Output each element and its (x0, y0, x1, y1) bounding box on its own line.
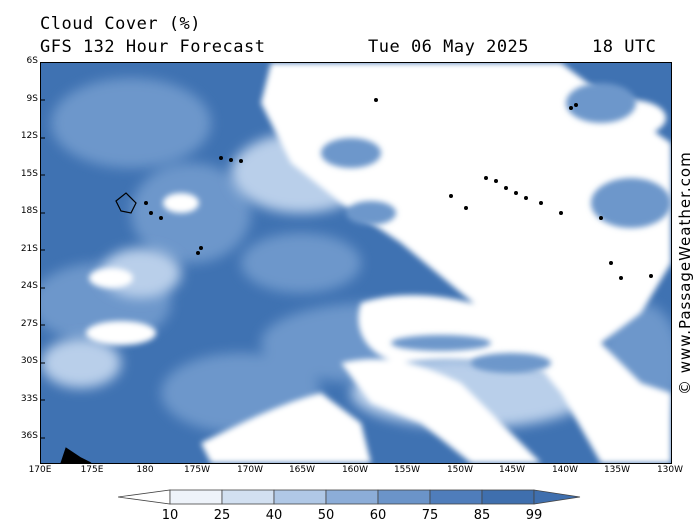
forecast-subtitle: GFS 132 Hour Forecast (40, 37, 266, 57)
legend-swatch (273, 489, 327, 505)
legend-arrow-low (118, 489, 171, 505)
legend-label: 60 (369, 508, 387, 523)
cloud-cover-map[interactable] (40, 62, 672, 464)
legend-colorbar (118, 489, 581, 505)
lat-label: 15S (20, 169, 38, 179)
legend-label: 99 (525, 508, 543, 523)
lat-label: 24S (20, 281, 38, 291)
legend-label: 10 (161, 508, 179, 523)
graticule (41, 99, 45, 439)
lon-label: 155W (393, 465, 421, 475)
lat-label: 9S (26, 94, 38, 104)
legend-swatch (377, 489, 431, 505)
legend-swatch (481, 489, 535, 505)
lat-label: 18S (20, 206, 38, 216)
map-canvas (41, 63, 671, 463)
lat-label: 27S (20, 319, 38, 329)
forecast-date: Tue 06 May 2025 (368, 37, 530, 57)
lat-label: 21S (20, 244, 38, 254)
legend-swatch (325, 489, 379, 505)
legend-label: 50 (317, 508, 335, 523)
lat-label: 30S (20, 356, 38, 366)
lat-label: 33S (20, 394, 38, 404)
legend-arrow-high (533, 489, 581, 505)
legend-label: 85 (473, 508, 491, 523)
lon-label: 170W (236, 465, 264, 475)
cloud-bands (321, 83, 671, 373)
legend-swatch (429, 489, 483, 505)
legend-label: 25 (213, 508, 231, 523)
lon-label: 175E (80, 465, 104, 475)
lon-label: 150W (446, 465, 474, 475)
legend-swatch (169, 489, 223, 505)
lat-label: 36S (20, 431, 38, 441)
land-islands (60, 98, 653, 463)
lon-label: 160W (341, 465, 369, 475)
forecast-time: 18 UTC (592, 37, 657, 57)
legend-label: 40 (265, 508, 283, 523)
lon-label: 140W (551, 465, 579, 475)
lon-label: 165W (288, 465, 316, 475)
lon-label: 170E (28, 465, 52, 475)
lon-label: 145W (498, 465, 526, 475)
chart-title: Cloud Cover (%) (40, 14, 202, 34)
lon-label: 135W (603, 465, 631, 475)
lon-label: 175W (183, 465, 211, 475)
legend-label: 75 (421, 508, 439, 523)
lon-label: 180 (136, 465, 154, 475)
legend-swatch (221, 489, 275, 505)
lat-label: 12S (20, 131, 38, 141)
credit-text: © www.PassageWeather.com (676, 151, 694, 395)
lat-label: 6S (26, 56, 38, 66)
lon-label: 130W (656, 465, 684, 475)
